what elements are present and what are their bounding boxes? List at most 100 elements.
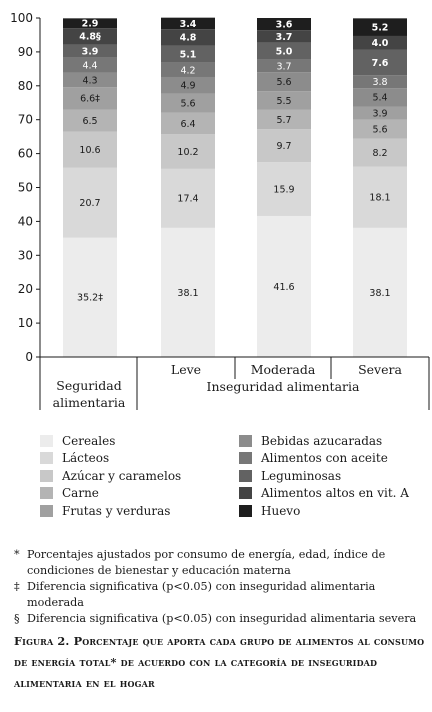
bar-value-label: 6.4: [180, 119, 195, 130]
bar-segment: [63, 57, 117, 73]
legend-item: Carne: [40, 485, 181, 503]
footnote-symbol: ‡: [14, 580, 20, 593]
bar-value-label: 5.5: [276, 96, 291, 107]
legend-swatch: [239, 469, 252, 482]
bar-segment: [63, 18, 117, 29]
legend-label: Frutas y verduras: [62, 503, 171, 518]
x-category-label: Severa: [358, 362, 402, 377]
legend-swatch: [239, 434, 252, 447]
bar-value-label: 5.7: [276, 115, 291, 126]
bar-value-label: 5.0: [276, 47, 293, 58]
legend-item: Cereales: [40, 432, 181, 450]
legend-swatch: [40, 487, 53, 500]
bar-value-label: 4.3: [82, 75, 97, 86]
legend-label: Alimentos con aceite: [261, 451, 388, 466]
bar-segment: [257, 91, 311, 110]
legend-swatch: [239, 452, 252, 465]
y-tick-label: 20: [18, 282, 33, 296]
bar-value-label: 5.6: [276, 77, 291, 88]
bar-segment: [63, 28, 117, 45]
bar-value-label: 4.8§: [79, 32, 101, 43]
bar-value-label: 38.1: [369, 288, 390, 299]
legend-item: Lácteos: [40, 450, 181, 468]
y-tick-label: 30: [18, 248, 33, 262]
bar-stack: 41.615.99.75.75.55.63.75.03.73.6: [257, 18, 311, 357]
bar-segment: [161, 168, 215, 228]
y-tick-label: 70: [18, 113, 33, 127]
bar-segment: [353, 75, 407, 89]
legend-label: Bebidas azucaradas: [261, 433, 383, 448]
bar-stack: 38.1 18.1 8.2 5.6 3.9 5.4 3.8 7.6 4.0 5.2: [353, 18, 407, 357]
x-category-label: Seguridad alimentaria: [53, 378, 126, 410]
bar-segment: [161, 134, 215, 169]
bar-segment: [353, 18, 407, 36]
bar-segment: [63, 72, 117, 88]
legend-swatch: [40, 469, 53, 482]
bar-segment: [257, 129, 311, 163]
bar-value-label: 6.6‡: [80, 94, 100, 105]
y-tick-label: 100: [10, 11, 33, 25]
bar-segment: [161, 17, 215, 30]
bar-segment: [63, 109, 117, 132]
bar-segment: [63, 44, 117, 58]
bar-value-label: 2.9: [82, 19, 99, 30]
bar-segment: [161, 112, 215, 135]
bar-segment: [161, 227, 215, 357]
x-category-label: Moderada: [251, 362, 316, 377]
bar-value-label: 5.4: [372, 93, 387, 104]
x-group-label: Inseguridad alimentaria: [207, 379, 360, 394]
bar-value-label: 3.9: [82, 46, 99, 57]
footnote: § Diferencia significativa (p<0.05) con i…: [14, 611, 430, 627]
bar-value-label: 5.2: [372, 23, 389, 34]
bar-value-label: 35.2‡: [77, 293, 103, 304]
legend-label: Alimentos altos en vit. A: [261, 486, 409, 501]
bar-segment: [257, 30, 311, 43]
bar-value-label: 6.5: [82, 116, 97, 127]
legend-swatch: [40, 504, 53, 517]
bar-value-label: 3.7: [276, 32, 293, 43]
legend-label: Cereales: [62, 433, 116, 448]
legend-label: Huevo: [261, 503, 301, 518]
figure-caption: Figura 2. Porcentaje que aporta cada gru…: [14, 634, 425, 690]
bar-stack: 38.1 17.4 10.2 6.4 5.6 4.9 4.2 5.1 4.8 3.4: [161, 17, 215, 357]
bar-value-label: 15.9: [273, 184, 294, 195]
legend-swatch: [40, 452, 53, 465]
footnote: ‡ Diferencia significativa (p<0.05) con i…: [14, 579, 430, 611]
bar-value-label: 8.2: [372, 148, 387, 159]
bar-value-label: 5.6: [180, 98, 195, 109]
legend-label: Leguminosas: [261, 468, 342, 483]
x-axis: Seguridad alimentaria Leve Moderada Severa In…: [39, 356, 430, 410]
bar-segment: [257, 215, 311, 357]
bar-value-label: 3.8: [372, 77, 387, 88]
y-tick-label: 40: [18, 214, 33, 228]
legend-column-right: Bebidas azucaradas Alimentos con aceite Le…: [239, 432, 409, 520]
bar-value-label: 9.7: [276, 141, 291, 152]
x-category-label: Leve: [171, 362, 201, 377]
bar-value-label: 5.1: [180, 50, 197, 61]
bar-value-label: 5.6: [372, 125, 387, 136]
bar-segment: [161, 76, 215, 94]
footnote-text: Diferencia significativa (p<0.05) con in…: [27, 580, 376, 609]
bar-value-label: 20.7: [79, 198, 100, 209]
legend-column-left: Cereales Lácteos Azúcar y caramelos Carne Fr…: [40, 432, 181, 520]
bar-value-label: 38.1: [177, 288, 198, 299]
bar-value-label: 3.6: [276, 20, 293, 31]
bar-segment: [161, 93, 215, 113]
bar-segment: [353, 35, 407, 50]
y-tick-label: 90: [18, 45, 33, 59]
bar-value-label: 4.0: [372, 38, 389, 49]
legend-swatch: [239, 504, 252, 517]
bars: 35.2‡ 20.7 10.6 6.5 6.6‡ 4.3 4.4 3.9 4.8§ 2.9 38.1…: [63, 17, 407, 357]
bar-segment: [353, 166, 407, 228]
bar-segment: [257, 59, 311, 73]
footnote: * Porcentajes ajustados por consumo de en…: [14, 547, 430, 579]
bar-value-label: 7.6: [372, 58, 389, 69]
bar-segment: [257, 109, 311, 130]
legend-label: Lácteos: [62, 451, 110, 466]
bar-segment: [353, 88, 407, 107]
y-axis: 0 10 20 30 40 50 60 70 80 90 100: [10, 11, 41, 364]
legend-item: Alimentos altos en vit. A: [239, 485, 409, 503]
bar-segment: [353, 227, 407, 357]
bar-segment: [161, 62, 215, 77]
bar-value-label: 10.6: [79, 145, 100, 156]
